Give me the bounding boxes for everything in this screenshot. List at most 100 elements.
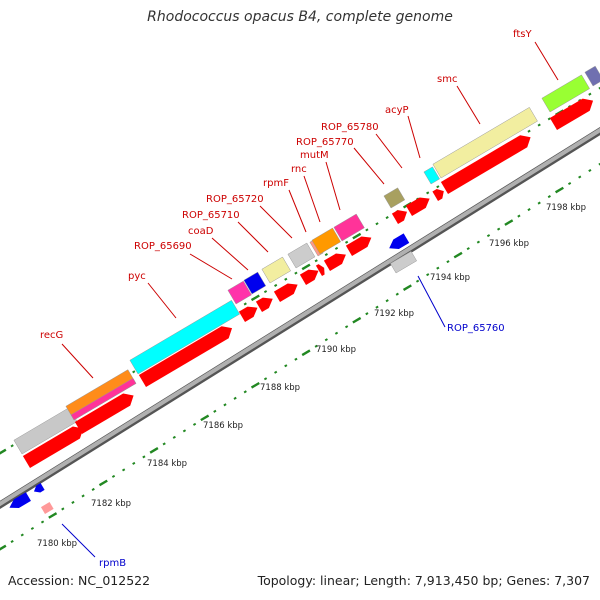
ruler-tick [578, 175, 582, 179]
ruler-tick [324, 253, 328, 257]
cds-arrow-1 [74, 393, 134, 434]
ruler-tick [504, 219, 514, 226]
map-title: Rhodococcus opacus B4, complete genome [147, 9, 453, 25]
ruler-tick [554, 186, 564, 194]
scale-label: 7188 kbp [260, 383, 300, 393]
scale-label: 7192 kbp [374, 309, 414, 319]
ruler-tick [497, 227, 501, 231]
ruler-tick [132, 370, 136, 374]
ruler-tick [162, 442, 166, 446]
gene-band-smc [432, 107, 538, 179]
ruler-tick [314, 259, 318, 263]
gene-band-ROP_65720 [261, 256, 292, 284]
ruler-tick [98, 479, 108, 487]
leader-rpmB [61, 523, 96, 558]
gene-label-ROP_65710: ROP_65710 [182, 210, 240, 221]
ruler-tick [385, 216, 389, 220]
ruler-tick [172, 435, 176, 439]
ruler-tick [301, 263, 311, 271]
ruler-tick [10, 539, 14, 544]
ruler-tick [598, 162, 600, 166]
gene-band-ROP_65770 [333, 213, 365, 242]
gene-label-rpmB: rpmB [99, 558, 126, 569]
cds-rpmB [40, 502, 54, 514]
gene-label-ROP_65780: ROP_65780 [321, 122, 379, 133]
gene-label-ftsY: ftsY [513, 29, 532, 40]
features [9, 65, 600, 514]
ruler-tick [223, 403, 227, 407]
ruler-tick [385, 299, 389, 303]
scale-label: 7186 kbp [203, 421, 243, 431]
ruler-tick [365, 312, 369, 316]
genome-summary-text: Topology: linear; Length: 7,913,450 bp; … [257, 573, 590, 588]
leader-ROP_65690 [189, 253, 233, 280]
gene-band-rpmB [9, 492, 31, 508]
ruler-tick [375, 305, 379, 309]
ruler-tick [284, 364, 288, 368]
ruler-tick [0, 448, 7, 455]
ruler-tick [20, 533, 24, 537]
leader-smc [456, 85, 481, 125]
ruler-tick [537, 201, 541, 205]
ruler-tick [547, 117, 551, 121]
gene-label-coaD: coaD [188, 226, 214, 237]
cds-arrow-3 [238, 306, 258, 322]
ruler-tick [294, 271, 298, 275]
ruler-tick [324, 338, 328, 342]
ruler-tick [243, 390, 247, 394]
ruler-tick [132, 461, 136, 465]
ruler-tick [567, 182, 572, 186]
ruler-tick [30, 526, 35, 530]
scale-label: 7180 kbp [37, 539, 77, 549]
gene-label-rnc: rnc [291, 164, 307, 175]
gene-band-ROP_65780 [383, 187, 406, 209]
leader-coaD [211, 237, 249, 271]
scale-label: 7190 kbp [316, 345, 356, 355]
leader-ROP_65780 [375, 133, 403, 169]
gene-band-mutM [311, 227, 342, 255]
gene-label-pyc: pyc [128, 271, 146, 282]
ruler-tick [40, 520, 45, 524]
ruler-tick [121, 468, 126, 472]
ruler-tick [486, 234, 491, 238]
ruler-tick [274, 370, 278, 374]
gene-band-ROP_65760 [389, 233, 410, 249]
cds-arrow-9 [345, 236, 372, 256]
ruler-tick [213, 409, 217, 413]
leader-recG [61, 343, 94, 379]
ruler-tick [527, 208, 531, 212]
ruler-tick [111, 474, 116, 478]
ruler-tick [0, 544, 7, 551]
ruler-tick [446, 260, 450, 264]
ruler-tick [233, 396, 237, 400]
accession-text: Accession: NC_012522 [8, 573, 151, 588]
ruler-tick [598, 86, 600, 90]
ruler-tick [142, 455, 146, 459]
gene-band-ROP_65690 [227, 280, 252, 305]
scale-label: 7198 kbp [546, 203, 586, 213]
ruler-tick [71, 500, 75, 504]
cds-arrow-6 [299, 269, 319, 285]
leader-ROP_65760 [417, 275, 446, 328]
ruler-tick [10, 444, 14, 448]
ruler-tick [284, 277, 288, 281]
ruler-tick [48, 512, 58, 519]
gene-band-rpmF [287, 242, 316, 269]
cds-arrow-14 [549, 98, 594, 130]
leader-ROP_65770 [353, 147, 385, 185]
ruler-tick [263, 377, 268, 381]
ruler-tick [81, 494, 85, 498]
ruler-tick [182, 429, 187, 433]
gene-band-next [584, 65, 600, 87]
ruler-tick [453, 251, 463, 259]
cds-arrow-12 [432, 188, 444, 201]
ruler-tick [375, 222, 379, 226]
ruler-tick [334, 246, 339, 250]
gene-label-ROP_65770: ROP_65770 [296, 137, 354, 148]
cds-arrow-13 [440, 135, 531, 194]
ruler-tick [91, 487, 95, 491]
cds-rpmB-small [33, 483, 45, 493]
ruler-tick [588, 92, 592, 96]
ruler-tick [436, 266, 440, 270]
